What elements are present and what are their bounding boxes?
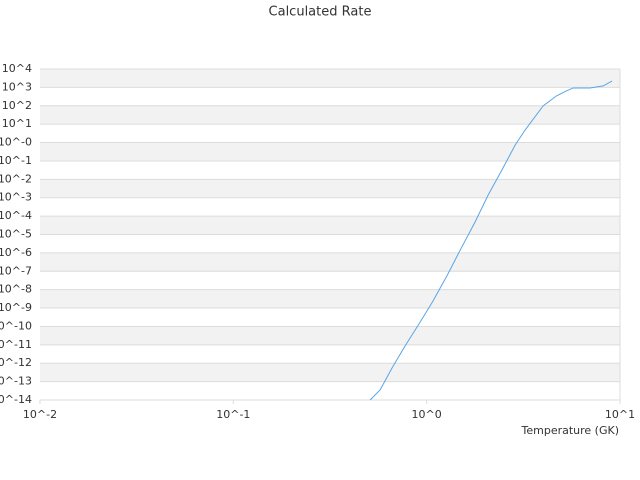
y-tick-label: 10^-6 bbox=[0, 246, 32, 259]
y-tick-label: 10^-10 bbox=[0, 319, 32, 332]
chart-title: Calculated Rate bbox=[269, 5, 372, 20]
band bbox=[40, 326, 620, 345]
bands bbox=[40, 69, 620, 382]
x-tick-label: 10^-2 bbox=[23, 408, 57, 421]
y-tick-label: 10^-12 bbox=[0, 356, 32, 369]
y-tick-label: 10^-8 bbox=[0, 283, 32, 296]
y-tick-label: 10^-7 bbox=[0, 264, 32, 277]
y-tick-label: 10^3 bbox=[2, 80, 32, 93]
band bbox=[40, 142, 620, 161]
y-tick-label: 10^-14 bbox=[0, 393, 32, 406]
y-tick-label: 10^-4 bbox=[0, 209, 32, 222]
band bbox=[40, 105, 620, 125]
y-tick-label: 10^-3 bbox=[0, 191, 32, 204]
y-tick-label: 10^-11 bbox=[0, 338, 32, 351]
y-tick-label: 10^-5 bbox=[0, 228, 32, 241]
y-tick-label: 10^-9 bbox=[0, 301, 32, 314]
y-tick-label: 10^-13 bbox=[0, 375, 32, 388]
y-tick-label: 10^-1 bbox=[0, 154, 32, 167]
band bbox=[40, 69, 620, 88]
band bbox=[40, 216, 620, 235]
x-axis-title: Temperature (GK) bbox=[521, 424, 620, 437]
band bbox=[40, 179, 620, 198]
x-tick-label: 10^-1 bbox=[216, 408, 250, 421]
band bbox=[40, 289, 620, 309]
x-tick-label: 10^0 bbox=[412, 408, 442, 421]
band bbox=[40, 252, 620, 272]
y-tick-label: 10^1 bbox=[2, 117, 32, 130]
y-tick-label: 10^4 bbox=[2, 62, 32, 75]
y-tick-label: 10^2 bbox=[2, 99, 32, 112]
y-tick-label: 10^-0 bbox=[0, 136, 32, 149]
rate-line bbox=[369, 80, 613, 401]
x-tick-label: 10^1 bbox=[605, 408, 635, 421]
band bbox=[40, 363, 620, 382]
y-tick-label: 10^-2 bbox=[0, 172, 32, 185]
